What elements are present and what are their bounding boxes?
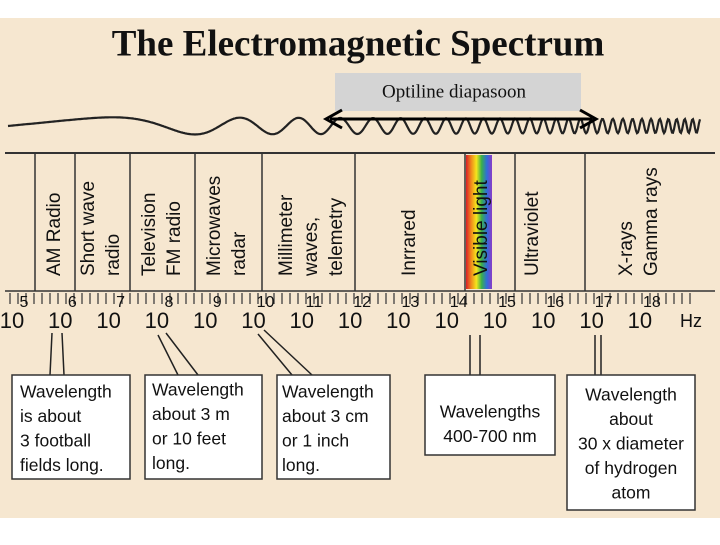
scale-exponent: 17 xyxy=(595,294,613,311)
arrow-heads xyxy=(322,108,600,130)
scale-exponent: 16 xyxy=(546,294,564,311)
note-text: about 3 cm xyxy=(282,406,369,426)
note-text: is about xyxy=(20,406,81,426)
band-label: Visible light xyxy=(471,180,492,276)
scale-base: 10 xyxy=(0,308,24,333)
note-text: about xyxy=(609,409,653,429)
scale-base: 10 xyxy=(531,308,555,333)
scale-exponent: 9 xyxy=(213,294,222,311)
band-label: telemetry xyxy=(326,197,347,276)
note-text: Wavelengths xyxy=(440,402,541,422)
band-label: Short wave xyxy=(78,181,99,276)
note-text: Wavelength xyxy=(152,380,244,400)
scale-exponent: 15 xyxy=(498,294,516,311)
title: The Electromagnetic Spectrum xyxy=(112,23,605,64)
scale-exponent: 13 xyxy=(402,294,420,311)
scale-exponent: 12 xyxy=(353,294,371,311)
band-label: waves, xyxy=(301,217,322,277)
connectors xyxy=(49,329,602,376)
scale-base: 10 xyxy=(290,308,314,333)
wave xyxy=(7,116,702,136)
scale-base: 10 xyxy=(48,308,72,333)
note-text: Wavelength xyxy=(585,385,677,405)
scale-base: 10 xyxy=(483,308,507,333)
band-label: AM Radio xyxy=(44,193,65,276)
band-label: radio xyxy=(103,234,124,276)
scale-exponent: 10 xyxy=(257,294,275,311)
scale-ticks xyxy=(9,293,691,304)
band-label: X-rays xyxy=(616,221,637,276)
scale-base: 10 xyxy=(96,308,120,333)
note-text: long. xyxy=(282,455,320,475)
scale-exponent: 18 xyxy=(643,294,661,311)
band-label: FM radio xyxy=(164,201,185,276)
range-box xyxy=(335,73,581,111)
band-label: Inrrared xyxy=(399,209,420,276)
scale-base: 10 xyxy=(338,308,362,333)
band-label: Television xyxy=(139,193,160,276)
note-text: of hydrogen xyxy=(585,458,677,478)
band-label: Gamma rays xyxy=(641,167,662,276)
band-label: Ultraviolet xyxy=(522,191,543,276)
scale-unit: Hz xyxy=(680,311,702,331)
scale-base: 10 xyxy=(628,308,652,333)
scale-exponent: 5 xyxy=(20,294,29,311)
band-label: Millimeter xyxy=(276,194,297,276)
note-text: or 1 inch xyxy=(282,431,349,451)
scale-base: 10 xyxy=(193,308,217,333)
note-text: Wavelength xyxy=(20,382,112,402)
note-text: fields long. xyxy=(20,455,104,475)
note-text: 400-700 nm xyxy=(443,426,536,446)
separators xyxy=(34,153,586,291)
band-label: Microwaves xyxy=(204,176,225,276)
scale-base: 10 xyxy=(579,308,603,333)
note-text: long. xyxy=(152,453,190,473)
scale-exponent: 7 xyxy=(116,294,125,311)
note-text: about 3 m xyxy=(152,404,230,424)
scale-exponent: 8 xyxy=(164,294,173,311)
scale-base: 10 xyxy=(434,308,458,333)
scale-exponent: 11 xyxy=(305,294,322,311)
note-text: 30 x diameter xyxy=(578,434,684,454)
note-boxes xyxy=(11,374,696,511)
band-label: radar xyxy=(229,231,250,276)
visible-strip xyxy=(466,155,492,289)
note-text: Wavelength xyxy=(282,382,374,402)
scale-exponent: 6 xyxy=(68,294,77,311)
range-label: Optiline diapasoon xyxy=(382,81,527,102)
note-text: or 10 feet xyxy=(152,429,226,449)
scale-base: 10 xyxy=(386,308,410,333)
note-text: atom xyxy=(612,483,651,503)
scale-base: 10 xyxy=(145,308,169,333)
scale-exponent: 14 xyxy=(450,294,468,311)
note-text: 3 football xyxy=(20,431,91,451)
scale-base: 10 xyxy=(241,308,265,333)
